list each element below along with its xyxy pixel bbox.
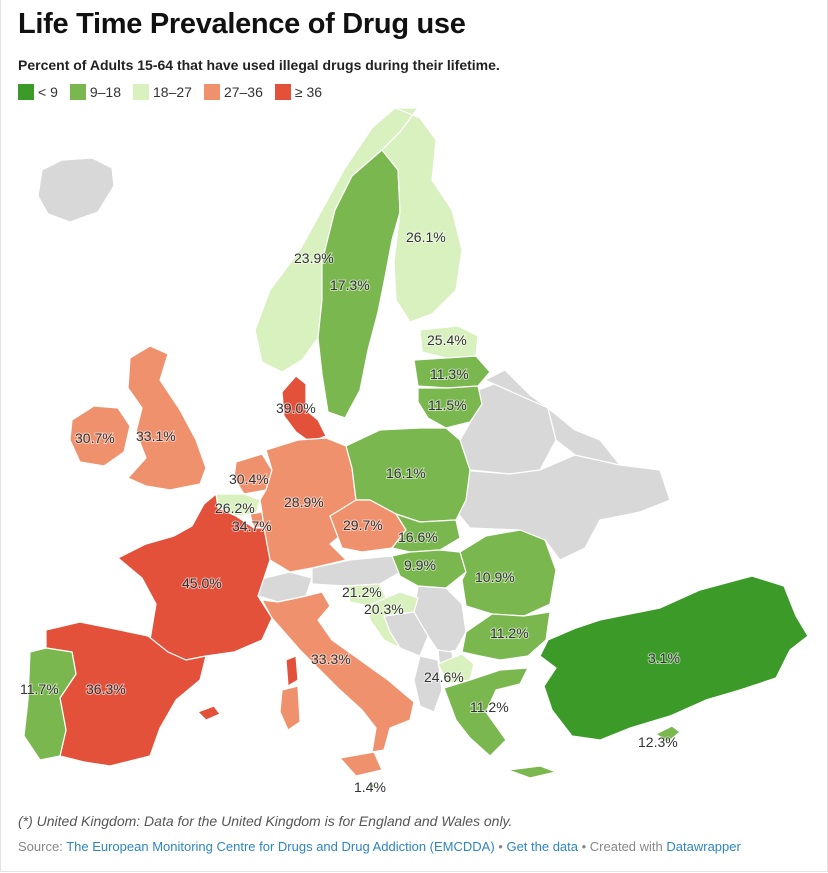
country-austria[interactable] <box>311 555 401 587</box>
country-france-corsica[interactable] <box>285 655 299 687</box>
legend-item-gte36: ≥ 36 <box>274 84 323 100</box>
map-svg: 23.9% 17.3% 26.1% 25.4% 11.3% 11.5% 39.0… <box>19 108 809 796</box>
label-italy: 33.3% <box>311 651 351 667</box>
legend-swatch <box>133 84 150 100</box>
label-hungary: 9.9% <box>404 557 436 573</box>
label-latvia: 11.3% <box>430 366 469 382</box>
source-prefix: Source: <box>18 839 67 854</box>
created-with-text: • Created with <box>578 839 667 854</box>
label-poland: 16.1% <box>386 465 426 481</box>
country-ukraine[interactable] <box>454 454 671 561</box>
country-ireland[interactable] <box>69 405 131 467</box>
country-north-macedonia[interactable] <box>437 653 475 685</box>
country-croatia[interactable] <box>367 591 419 649</box>
country-lithuania[interactable] <box>417 385 483 429</box>
legend-swatch <box>18 84 34 100</box>
label-uk: 33.1% <box>136 428 176 444</box>
country-italy-sardinia[interactable] <box>279 685 301 731</box>
europe-map: 23.9% 17.3% 26.1% 25.4% 11.3% 11.5% 39.0… <box>0 108 828 798</box>
label-malta: 1.4% <box>354 779 386 795</box>
legend-swatch <box>69 84 86 100</box>
country-greece[interactable] <box>443 667 529 757</box>
label-north-macedonia: 24.6% <box>424 669 464 685</box>
label-croatia: 20.3% <box>364 601 404 617</box>
label-sweden: 17.3% <box>330 277 370 293</box>
label-netherlands: 30.4% <box>229 471 269 487</box>
country-spain-balearic[interactable] <box>197 705 221 721</box>
label-denmark: 39.0% <box>276 400 316 416</box>
datawrapper-link[interactable]: Datawrapper <box>666 839 741 854</box>
source-separator: • <box>494 839 507 854</box>
label-france: 45.0% <box>182 575 222 591</box>
country-italy-sicily[interactable] <box>339 751 383 777</box>
country-russia[interactable] <box>484 369 621 466</box>
chart-title: Life Time Prevalence of Drug use <box>18 8 466 40</box>
country-turkey[interactable] <box>539 575 809 741</box>
label-greece: 11.2% <box>470 699 509 715</box>
country-romania[interactable] <box>459 529 557 617</box>
legend-item-9-18: 9–18 <box>69 84 122 100</box>
legend: < 9 9–18 18–27 27–36 ≥ 36 <box>18 84 322 100</box>
country-greece-crete[interactable] <box>507 765 557 779</box>
country-montenegro-albania[interactable] <box>413 655 443 713</box>
legend-item-18-27: 18–27 <box>133 84 192 100</box>
source-line: Source: The European Monitoring Centre f… <box>18 838 798 855</box>
legend-label: ≥ 36 <box>294 84 323 100</box>
legend-label: 9–18 <box>89 84 122 100</box>
legend-label: 27–36 <box>223 84 263 100</box>
country-finland[interactable] <box>381 108 463 323</box>
legend-label: 18–27 <box>153 84 192 100</box>
get-data-link[interactable]: Get the data <box>506 839 579 854</box>
label-lithuania: 11.5% <box>428 397 467 413</box>
label-bulgaria: 11.2% <box>490 625 529 641</box>
chart-subtitle: Percent of Adults 15-64 that have used i… <box>18 57 500 73</box>
legend-swatch <box>274 84 291 100</box>
source-link[interactable]: The European Monitoring Centre for Drugs… <box>66 839 495 854</box>
legend-label: < 9 <box>38 84 58 100</box>
footnote: (*) United Kingdom: Data for the United … <box>18 813 513 829</box>
label-portugal: 11.7% <box>20 681 59 697</box>
label-germany: 28.9% <box>284 494 324 510</box>
country-bulgaria[interactable] <box>461 611 551 661</box>
country-iceland[interactable] <box>37 157 115 223</box>
country-uk[interactable] <box>127 345 207 491</box>
label-estonia: 25.4% <box>427 332 467 348</box>
label-belgium: 26.2% <box>215 500 255 516</box>
legend-swatch <box>203 84 220 100</box>
legend-item-27-36: 27–36 <box>203 84 263 100</box>
label-luxembourg: 34.7% <box>232 518 272 534</box>
country-latvia[interactable] <box>413 355 491 389</box>
country-france[interactable] <box>117 493 273 661</box>
label-ireland: 30.7% <box>75 430 115 446</box>
label-slovenia: 21.2% <box>342 584 382 600</box>
label-spain: 36.3% <box>86 681 126 697</box>
legend-item-lt9: < 9 <box>18 84 58 100</box>
label-cyprus: 12.3% <box>638 734 678 750</box>
country-portugal[interactable] <box>23 647 77 761</box>
label-czechia: 29.7% <box>343 517 383 533</box>
country-cyprus[interactable] <box>655 725 681 743</box>
label-slovakia: 16.6% <box>398 529 438 545</box>
country-malta[interactable] <box>369 783 375 789</box>
label-norway: 23.9% <box>294 250 334 266</box>
label-finland: 26.1% <box>406 229 446 245</box>
country-denmark[interactable] <box>281 375 327 443</box>
country-germany[interactable] <box>259 437 357 573</box>
label-turkey: 3.1% <box>648 650 680 666</box>
country-italy[interactable] <box>261 591 415 753</box>
label-romania: 10.9% <box>475 569 515 585</box>
